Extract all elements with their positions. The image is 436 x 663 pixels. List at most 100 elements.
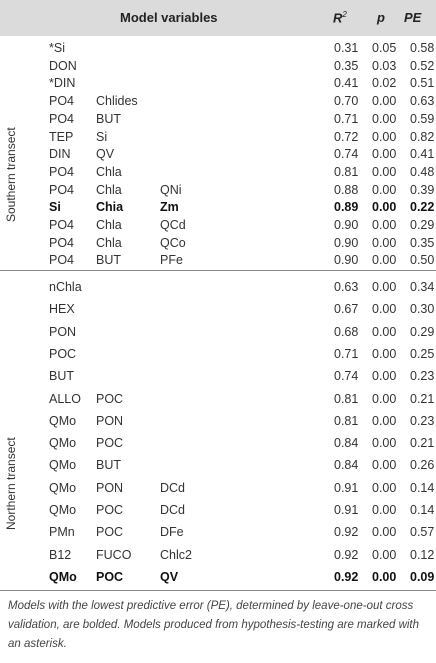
table-row: DON 0.35 0.03 0.52: [0, 56, 436, 76]
cell-variable-1: QMo: [49, 503, 77, 517]
cell-p-value: 0.00: [372, 111, 397, 126]
table-row: QMo PON DCd 0.91 0.00 0.14: [0, 478, 436, 498]
header-p-value: p: [377, 10, 385, 25]
cell-variable-2: Si: [96, 129, 108, 144]
cell-r-squared: 0.92: [334, 569, 359, 584]
cell-r-squared: 0.84: [334, 458, 359, 473]
table-row: PO4 Chla QCo 0.90 0.00 0.35: [0, 233, 436, 253]
cell-p-value: 0.00: [372, 391, 397, 406]
cell-variable-1: QMo: [49, 458, 77, 473]
cell-variable-1: PO4: [49, 111, 75, 126]
cell-r-squared: 0.81: [334, 164, 359, 179]
cell-r-squared: 0.31: [334, 41, 359, 55]
table-row: PMn POC DFe 0.92 0.00 0.57: [0, 522, 436, 542]
cell-predictive-error: 0.30: [410, 302, 435, 317]
header-r2-label: R: [333, 10, 343, 26]
cell-p-value: 0.00: [372, 525, 397, 540]
cell-variable-1: PON: [49, 324, 77, 339]
header-r2-superscript: 2: [342, 10, 347, 19]
cell-variable-1: PO4: [49, 253, 75, 268]
table-row: PO4 Chlides 0.70 0.00 0.63: [0, 91, 436, 111]
cell-predictive-error: 0.34: [410, 280, 435, 294]
table-row: QMo POC QV 0.92 0.00 0.09: [0, 567, 436, 587]
cell-r-squared: 0.70: [334, 94, 359, 109]
cell-variable-3: QCo: [160, 235, 186, 250]
cell-p-value: 0.00: [372, 218, 397, 232]
cell-predictive-error: 0.14: [410, 503, 435, 517]
cell-p-value: 0.00: [372, 569, 397, 584]
cell-p-value: 0.00: [372, 94, 397, 109]
cell-p-value: 0.05: [372, 41, 397, 55]
cell-variable-1: *Si: [49, 41, 65, 55]
cell-r-squared: 0.89: [334, 200, 359, 215]
cell-variable-1: DIN: [49, 147, 71, 162]
cell-variable-2: BUT: [96, 458, 121, 473]
cell-r-squared: 0.68: [334, 324, 359, 339]
cell-r-squared: 0.91: [334, 503, 359, 517]
cell-variable-1: QMo: [49, 480, 77, 495]
cell-variable-2: POC: [96, 569, 124, 584]
cell-predictive-error: 0.41: [410, 147, 435, 162]
cell-p-value: 0.00: [372, 324, 397, 339]
cell-variable-2: POC: [96, 503, 124, 517]
cell-r-squared: 0.84: [334, 436, 359, 451]
cell-variable-1: BUT: [49, 369, 74, 384]
table-row: QMo POC DCd 0.91 0.00 0.14: [0, 500, 436, 520]
cell-predictive-error: 0.59: [410, 111, 435, 126]
table-row: PO4 Chla 0.81 0.00 0.48: [0, 162, 436, 182]
cell-variable-1: ALLO: [49, 391, 81, 406]
cell-predictive-error: 0.14: [410, 480, 435, 495]
table-row: PON 0.68 0.00 0.29: [0, 322, 436, 342]
cell-predictive-error: 0.22: [410, 200, 435, 215]
cell-p-value: 0.02: [372, 76, 397, 91]
cell-variable-1: HEX: [49, 302, 75, 317]
cell-variable-2: POC: [96, 436, 124, 451]
cell-variable-1: PO4: [49, 218, 75, 232]
cell-r-squared: 0.90: [334, 218, 359, 232]
table-row: ALLO POC 0.81 0.00 0.21: [0, 389, 436, 409]
cell-predictive-error: 0.82: [410, 129, 435, 144]
header-model-variables: Model variables: [120, 10, 218, 25]
table-row: B12 FUCO Chlc2 0.92 0.00 0.12: [0, 545, 436, 565]
cell-variable-2: PON: [96, 413, 124, 428]
cell-variable-3: PFe: [160, 253, 183, 268]
cell-p-value: 0.00: [372, 547, 397, 562]
cell-p-value: 0.00: [372, 235, 397, 250]
cell-variable-2: Chla: [96, 182, 122, 197]
cell-variable-2: POC: [96, 525, 124, 540]
table-footnote: Models with the lowest predictive error …: [8, 600, 420, 650]
cell-variable-3: DFe: [160, 525, 184, 540]
cell-variable-1: PO4: [49, 164, 75, 179]
table-bottom-rule: [0, 590, 436, 591]
table-row: HEX 0.67 0.00 0.30: [0, 299, 436, 319]
cell-r-squared: 0.72: [334, 129, 359, 144]
cell-r-squared: 0.92: [334, 525, 359, 540]
cell-r-squared: 0.88: [334, 182, 359, 197]
table-row: nChla 0.63 0.00 0.34: [0, 277, 436, 297]
northern-transect-section: nChla 0.63 0.00 0.34 HEX 0.67 0.00 0.30 PON 0.68 0…: [0, 275, 436, 590]
header-r-squared: R2: [333, 10, 347, 25]
cell-variable-1: B12: [49, 547, 72, 562]
table-row: TEP Si 0.72 0.00 0.82: [0, 127, 436, 147]
table-row: PO4 Chla QCd 0.90 0.00 0.29: [0, 215, 436, 235]
cell-predictive-error: 0.35: [410, 235, 435, 250]
cell-predictive-error: 0.48: [410, 164, 435, 179]
southern-transect-section: *Si 0.31 0.05 0.58 DON 0.35 0.03 0.52 *DIN 0.41 0.…: [0, 37, 436, 267]
cell-variable-2: Chla: [96, 218, 122, 232]
cell-variable-2: BUT: [96, 253, 121, 268]
table-row: *DIN 0.41 0.02 0.51: [0, 73, 436, 93]
cell-predictive-error: 0.26: [410, 458, 435, 473]
cell-variable-1: *DIN: [49, 76, 76, 91]
cell-variable-2: Chlides: [96, 94, 138, 109]
cell-variable-1: QMo: [49, 569, 77, 584]
cell-variable-3: DCd: [160, 503, 186, 517]
cell-predictive-error: 0.29: [410, 324, 435, 339]
cell-predictive-error: 0.39: [410, 182, 435, 197]
cell-predictive-error: 0.12: [410, 547, 435, 562]
cell-variable-3: Chlc2: [160, 547, 192, 562]
cell-r-squared: 0.91: [334, 480, 359, 495]
cell-p-value: 0.00: [372, 182, 397, 197]
cell-variable-1: QMo: [49, 413, 77, 428]
cell-predictive-error: 0.52: [410, 58, 435, 73]
cell-variable-1: Si: [49, 200, 61, 215]
